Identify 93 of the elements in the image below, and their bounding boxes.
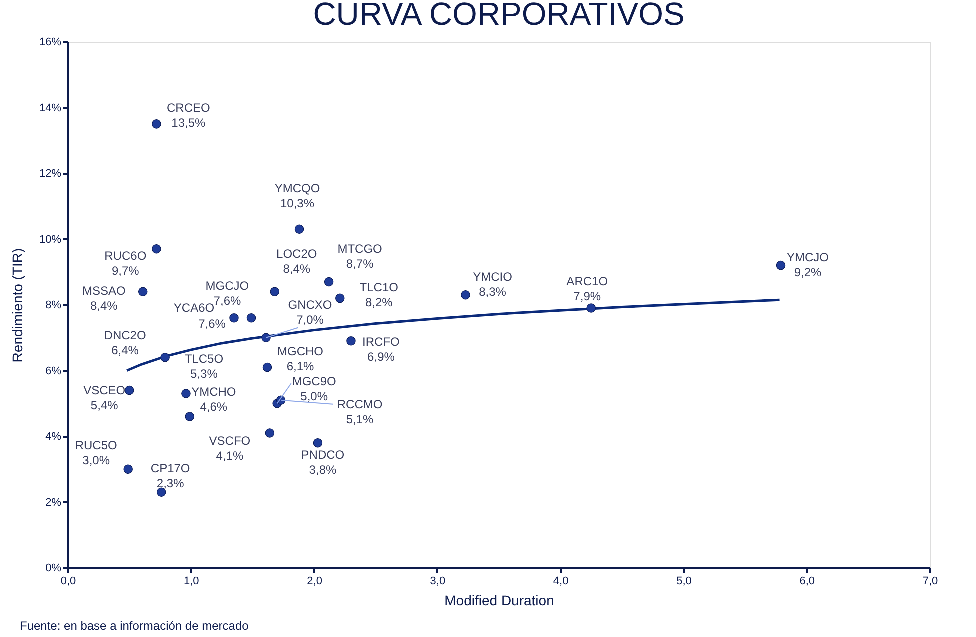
annotation: MSSAO bbox=[82, 284, 126, 298]
annotation: VSCFO bbox=[209, 434, 251, 448]
y-tick-label: 10% bbox=[39, 234, 62, 246]
annotation: RCCMO bbox=[337, 397, 383, 412]
annotation: MGC9O bbox=[292, 374, 336, 389]
point bbox=[265, 428, 275, 438]
data-label: 7,6% bbox=[214, 294, 242, 308]
data-label: 13,5% bbox=[172, 116, 206, 130]
y-axis-title: Rendimiento (TIR) bbox=[9, 248, 26, 363]
point bbox=[230, 314, 239, 323]
x-tick-label: 5,0 bbox=[676, 576, 692, 588]
x-tick-label: 6,0 bbox=[800, 576, 816, 588]
annotation: MTCGO bbox=[338, 242, 382, 256]
point bbox=[294, 224, 304, 234]
point bbox=[324, 277, 334, 287]
annotation: MGCHO bbox=[277, 344, 324, 358]
data-label: 5,0% bbox=[300, 390, 328, 404]
annotation: PNDCO bbox=[301, 448, 345, 462]
x-tick-label: 0,0 bbox=[60, 576, 76, 588]
chart-title: CURVA CORPORATIVOS bbox=[313, 0, 685, 32]
point bbox=[313, 438, 323, 448]
data-label: 10,3% bbox=[280, 196, 315, 210]
data-label: 5,1% bbox=[346, 412, 374, 426]
point bbox=[586, 304, 596, 313]
annotation: CP17O bbox=[150, 461, 190, 476]
data-label: 8,4% bbox=[283, 262, 311, 276]
data-label: 9,7% bbox=[112, 264, 140, 278]
data-label: 4,1% bbox=[216, 449, 244, 464]
data-label: 9,2% bbox=[794, 266, 822, 280]
data-label: 6,4% bbox=[112, 344, 140, 358]
point bbox=[160, 352, 170, 362]
data-label: 6,1% bbox=[286, 359, 314, 374]
x-tick-label: 4,0 bbox=[553, 576, 569, 588]
annotation: YMCIO bbox=[473, 270, 512, 284]
point bbox=[185, 412, 195, 422]
y-tick-label: 16% bbox=[39, 36, 62, 48]
source-note: Fuente: en base a información de mercado bbox=[20, 619, 250, 633]
y-tick-label: 6% bbox=[46, 365, 62, 378]
point bbox=[152, 120, 162, 129]
data-label: 3,0% bbox=[82, 453, 110, 468]
data-label: 8,7% bbox=[346, 256, 374, 271]
x-tick-label: 7,0 bbox=[922, 576, 938, 588]
data-label: 2,3% bbox=[156, 476, 185, 490]
data-label: 7,6% bbox=[198, 317, 226, 332]
point bbox=[776, 260, 786, 270]
point bbox=[461, 290, 470, 300]
data-label: 3,8% bbox=[309, 463, 337, 478]
annotation: RUC6O bbox=[104, 249, 147, 264]
annotation: YCA6O bbox=[174, 301, 215, 316]
data-label: 5,4% bbox=[90, 398, 119, 412]
annotation: YMCJO bbox=[786, 250, 829, 265]
point bbox=[336, 294, 345, 304]
data-label: 5,3% bbox=[190, 366, 218, 381]
y-tick-label: 4% bbox=[46, 431, 62, 443]
x-axis-title: Modified Duration bbox=[444, 592, 554, 608]
point bbox=[138, 287, 148, 296]
y-tick-label: 0% bbox=[46, 562, 62, 574]
annotation: YMCHO bbox=[192, 384, 236, 399]
y-tick-label: 14% bbox=[39, 102, 62, 114]
annotation: YMCQO bbox=[274, 181, 320, 196]
data-label: 4,6% bbox=[200, 400, 228, 414]
data-label: 8,3% bbox=[479, 285, 507, 300]
point bbox=[346, 336, 356, 346]
point bbox=[182, 389, 191, 398]
annotation: RUC5O bbox=[75, 438, 118, 452]
point bbox=[270, 287, 280, 296]
annotation: ARC1O bbox=[566, 274, 608, 288]
x-tick-label: 2,0 bbox=[307, 576, 322, 588]
annotation: MGCJO bbox=[206, 279, 250, 294]
annotation: VSCEO bbox=[84, 383, 126, 398]
annotation: LOC2O bbox=[276, 246, 318, 261]
point bbox=[152, 244, 162, 254]
data-label: 8,4% bbox=[90, 298, 118, 313]
annotation: CRCEO bbox=[166, 101, 210, 116]
x-tick-label: 1,0 bbox=[184, 576, 200, 588]
data-label: 6,9% bbox=[368, 350, 396, 364]
data-label: 7,9% bbox=[574, 289, 602, 304]
data-label: 8,2% bbox=[365, 295, 394, 310]
y-tick-label: 8% bbox=[46, 300, 62, 312]
point bbox=[124, 386, 134, 396]
point bbox=[262, 333, 271, 342]
point bbox=[262, 362, 272, 372]
y-tick-label: 12% bbox=[39, 168, 62, 180]
annotation: GNCXO bbox=[288, 298, 332, 312]
x-tick-label: 3,0 bbox=[430, 576, 446, 588]
y-tick-label: 2% bbox=[46, 496, 62, 509]
data-label: 7,0% bbox=[296, 312, 324, 327]
annotation: DNC2O bbox=[104, 328, 146, 343]
point bbox=[246, 314, 256, 323]
annotation: TLC1O bbox=[360, 280, 398, 294]
point bbox=[124, 464, 133, 474]
annotation: TLC5O bbox=[184, 352, 224, 366]
annotation: IRCFO bbox=[362, 335, 400, 350]
